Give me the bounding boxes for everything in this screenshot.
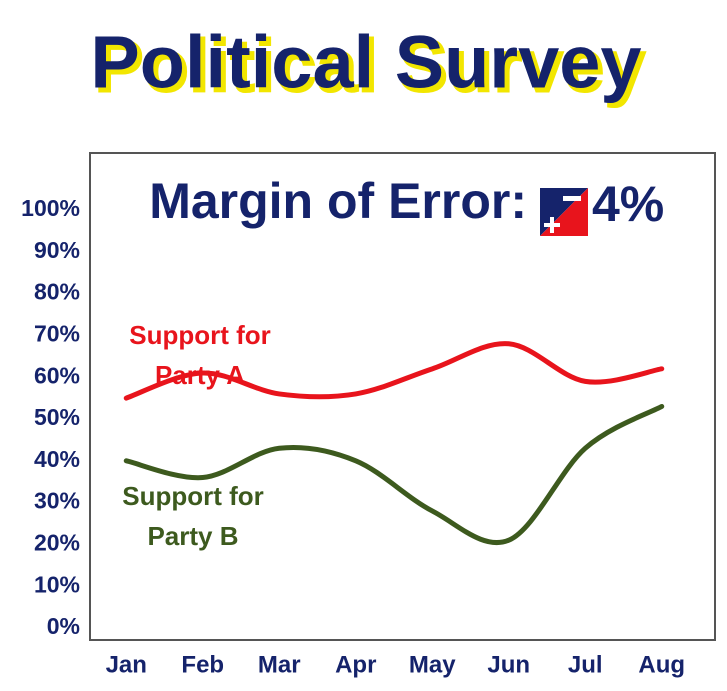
- annotation: Support for: [122, 481, 264, 511]
- y-tick-label: 30%: [34, 488, 80, 514]
- chart-title: Political Survey: [90, 21, 641, 104]
- annotation: Support for: [129, 320, 271, 350]
- chart-title-shadow: Political Survey: [94, 25, 645, 108]
- margin-label: 4%: [592, 176, 664, 232]
- x-tick-label: Feb: [181, 651, 224, 678]
- x-tick-label: Jan: [106, 651, 147, 678]
- y-tick-label: 20%: [34, 529, 80, 555]
- plus-minus-icon: [540, 188, 588, 236]
- subtitle: Margin of Error:: [149, 173, 527, 229]
- y-tick-label: 40%: [34, 446, 80, 472]
- x-tick-label: Apr: [335, 651, 376, 678]
- y-tick-label: 70%: [34, 320, 80, 346]
- x-tick-label: Mar: [258, 651, 301, 678]
- plot-frame: [89, 152, 716, 641]
- y-tick-label: 90%: [34, 237, 80, 263]
- annotation: Party B: [147, 521, 238, 551]
- annotation: Party A: [155, 360, 245, 390]
- x-tick-label: Jun: [487, 651, 530, 678]
- y-tick-label: 80%: [34, 279, 80, 305]
- x-tick-label: May: [409, 651, 456, 678]
- y-tick-label: 50%: [34, 404, 80, 430]
- y-tick-label: 10%: [34, 571, 80, 597]
- y-tick-label: 100%: [21, 195, 80, 221]
- data-line: [123, 341, 665, 401]
- y-tick-label: 0%: [47, 613, 80, 639]
- x-tick-label: Aug: [638, 651, 685, 678]
- y-tick-label: 60%: [34, 362, 80, 388]
- data-line: [123, 403, 665, 545]
- x-tick-label: Jul: [568, 651, 603, 678]
